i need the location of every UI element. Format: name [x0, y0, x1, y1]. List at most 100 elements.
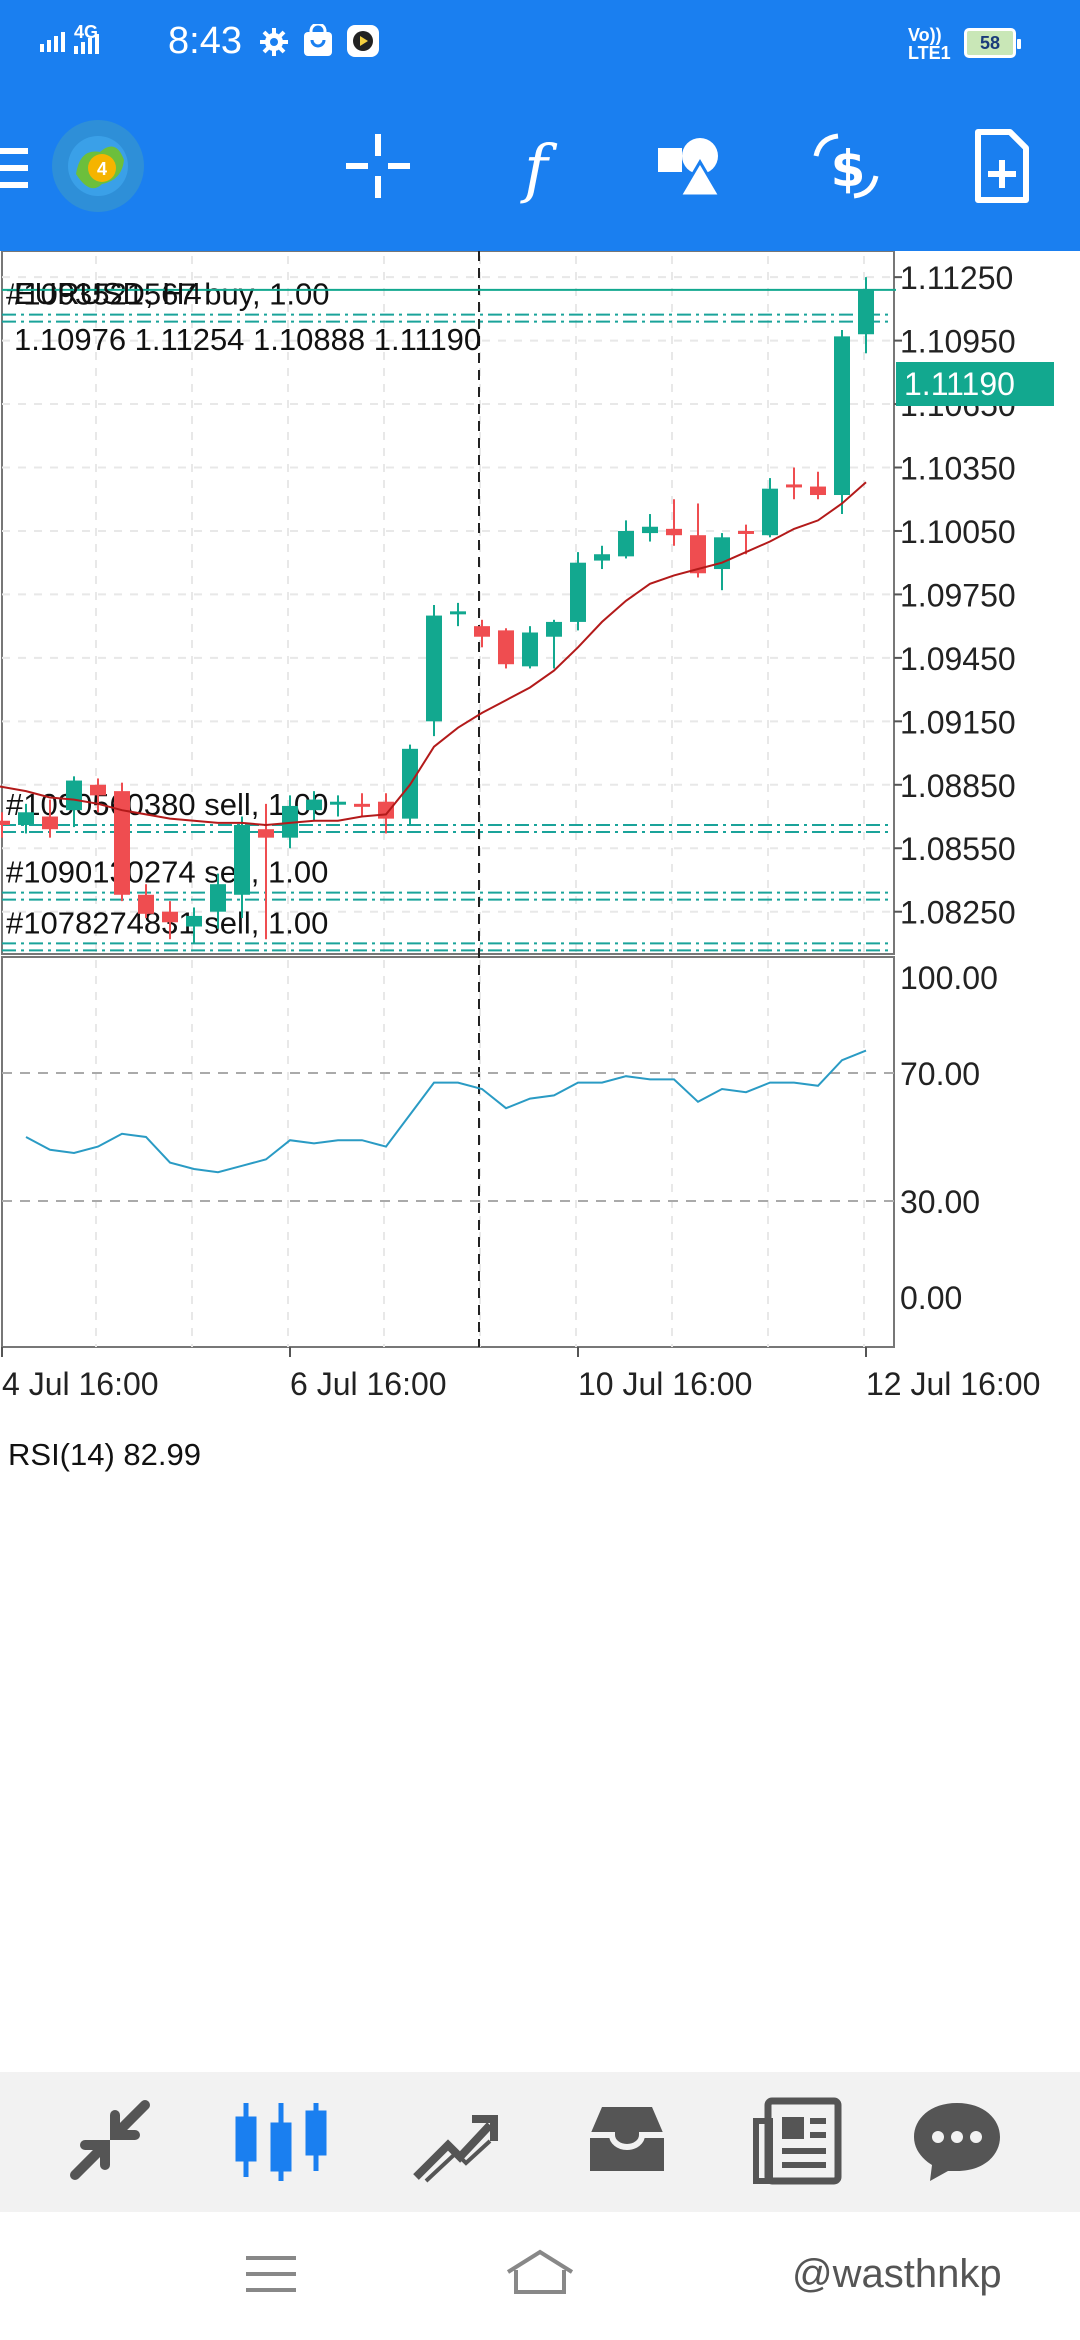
candle-body: [186, 915, 202, 927]
candle-body: [330, 801, 346, 805]
candle-body: [282, 805, 298, 838]
signal-icon: [40, 32, 65, 52]
time-tick-label: 10 Jul 16:00: [578, 1366, 752, 1402]
chat-tab-icon[interactable]: [902, 2085, 1012, 2195]
candle-body: [162, 911, 178, 923]
shapes-icon[interactable]: [650, 126, 730, 206]
candle-body: [786, 484, 802, 488]
watermark: @wasthnkp: [792, 2252, 1002, 2296]
candle-body: [210, 884, 226, 912]
candle-body: [762, 488, 778, 536]
time-tick-label: 4 Jul 16:00: [2, 1366, 159, 1402]
news-tab-icon[interactable]: [746, 2085, 856, 2195]
order-label: #1093521567 buy, 1.00: [6, 277, 330, 312]
clock: 8:43: [168, 20, 242, 62]
new-order-icon[interactable]: [962, 126, 1042, 206]
candle-body: [234, 824, 250, 895]
crosshair-icon[interactable]: [338, 126, 418, 206]
candle-body: [114, 791, 130, 895]
network-type: 4G: [74, 22, 99, 42]
candle-body: [858, 289, 874, 335]
order-label: #1090560380 sell, 1.00: [6, 787, 328, 822]
moving-average: [0, 481, 867, 827]
rsi-series: [25, 1049, 867, 1174]
home-icon[interactable]: [504, 2248, 576, 2298]
quotes-tab-icon[interactable]: [55, 2085, 165, 2195]
price-tick-label: 1.08850: [900, 768, 1016, 804]
candle-body: [66, 780, 82, 811]
order-label: #1090130274 sell, 1.00: [6, 855, 328, 890]
rsi-title: RSI(14) 82.99: [8, 1437, 201, 1472]
trade-tab-icon[interactable]: [398, 2085, 508, 2195]
chart-grid: [1, 251, 895, 1348]
candle-body: [810, 486, 826, 496]
candle-body: [690, 535, 706, 574]
candle-body: [546, 621, 562, 637]
candle-body: [258, 829, 274, 838]
candle-body: [138, 894, 154, 914]
settings-gear-icon: [260, 28, 288, 56]
candles: [0, 277, 874, 944]
time-tick-label: 12 Jul 16:00: [866, 1366, 1040, 1402]
menu-icon[interactable]: [0, 148, 30, 188]
candle-body: [42, 816, 58, 830]
price-tick-label: 1.11250: [900, 260, 1013, 296]
status-bar: 4G 8:43 Vo)) LTE1 58: [0, 0, 1080, 90]
price-chart[interactable]: #1093521567 buy, 1.00 #1090560380 sell, 1…: [0, 251, 1080, 2021]
candle-body: [0, 820, 10, 825]
axis-labels: 1.112501.109501.106501.103501.100501.097…: [1, 260, 1040, 1402]
top-app-bar: 4G 8:43 Vo)) LTE1 58 4 f: [0, 0, 1080, 251]
recents-icon[interactable]: [244, 2252, 298, 2296]
system-nav-bar: [0, 2212, 1080, 2340]
candle-body: [426, 615, 442, 722]
history-tab-icon[interactable]: [572, 2085, 682, 2195]
candle-body: [306, 799, 322, 811]
chart-area[interactable]: #1093521567 buy, 1.00 #1090560380 sell, 1…: [0, 251, 1080, 2021]
price-tick-label: 1.09150: [900, 704, 1016, 740]
price-tick-label: 1.09450: [900, 641, 1016, 677]
candle-body: [354, 803, 370, 807]
candle-body: [642, 526, 658, 534]
rsi-tick-label: 0.00: [900, 1280, 962, 1316]
candle-body: [378, 801, 394, 819]
svg-text:4: 4: [97, 159, 107, 179]
candle-body: [90, 784, 106, 796]
mt4-logo-icon[interactable]: 4: [50, 118, 146, 214]
current-price-label: 1.11190: [904, 366, 1015, 402]
order-lines: #1093521567 buy, 1.00 #1090560380 sell, 1…: [2, 277, 896, 952]
candle-body: [666, 528, 682, 536]
price-tick-label: 1.08250: [900, 895, 1016, 931]
candle-body: [570, 562, 586, 622]
price-tick-label: 1.08550: [900, 831, 1016, 867]
price-tick-label: 1.10050: [900, 514, 1016, 550]
price-tick-label: 1.10950: [900, 324, 1016, 360]
candle-body: [594, 554, 610, 561]
candle-body: [618, 530, 634, 557]
svg-text:f: f: [520, 132, 558, 206]
rsi-tick-label: 70.00: [900, 1056, 980, 1092]
video-app-icon: [347, 25, 379, 57]
main-frame: [1, 251, 895, 955]
price-tick-label: 1.10350: [900, 451, 1016, 487]
candle-body: [834, 336, 850, 496]
symbol-title: EURUSD, H4: [14, 276, 202, 311]
candle-body: [738, 530, 754, 534]
candle-body: [498, 630, 514, 665]
ma-line: [0, 481, 867, 827]
bottom-nav: [0, 2072, 1080, 2212]
time-tick-label: 6 Jul 16:00: [290, 1366, 447, 1402]
candle-body: [18, 812, 34, 825]
signal-2-icon: [74, 34, 99, 54]
dollar-exchange-icon[interactable]: $: [806, 126, 886, 206]
order-label: #1078274831 sell, 1.00: [6, 905, 328, 940]
svg-text:$: $: [831, 140, 866, 198]
function-icon[interactable]: f: [496, 126, 576, 206]
chart-tab-icon[interactable]: [226, 2085, 336, 2195]
rsi-line: [25, 1049, 867, 1174]
candle-body: [450, 611, 466, 615]
candle-body: [522, 632, 538, 667]
candle-body: [474, 626, 490, 637]
shopping-bag-icon: [304, 24, 332, 56]
rsi-tick-label: 30.00: [900, 1184, 980, 1220]
current-price-tag: [896, 362, 1054, 406]
